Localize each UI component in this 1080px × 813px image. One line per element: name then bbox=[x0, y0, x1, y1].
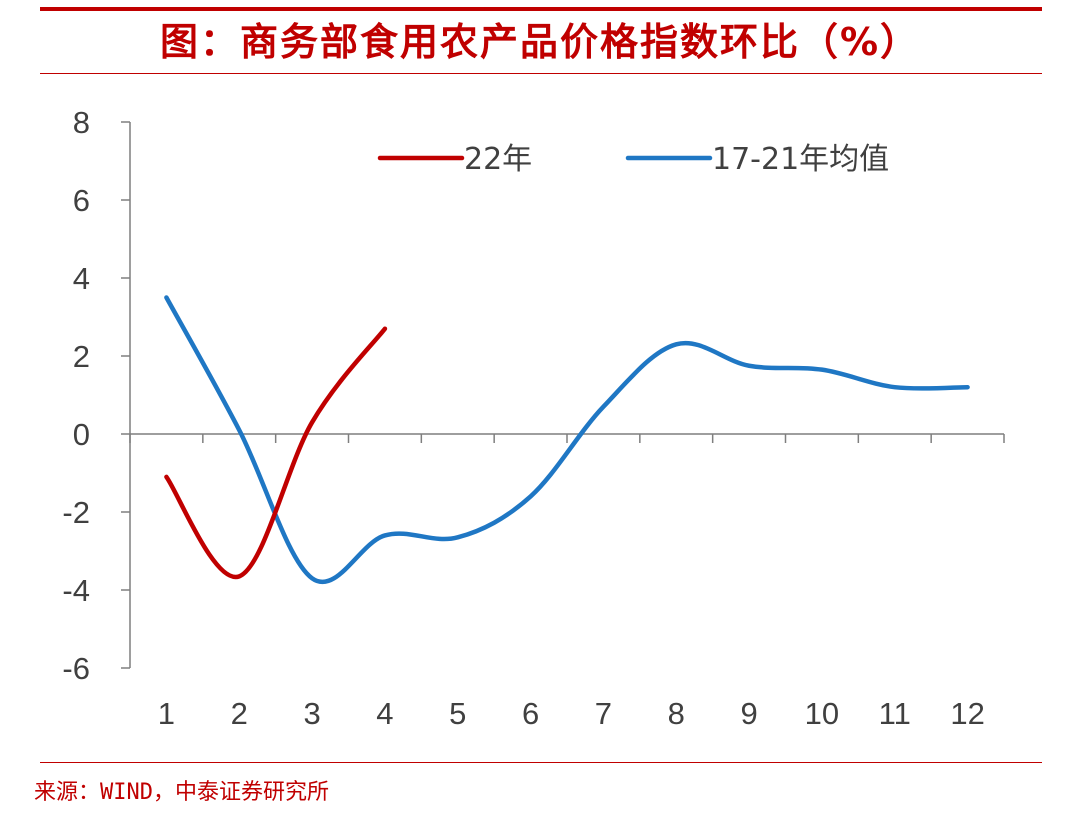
legend-label-0: 22年 bbox=[464, 142, 532, 177]
x-tick-label: 7 bbox=[595, 696, 612, 731]
y-tick-label: 8 bbox=[73, 105, 90, 140]
x-tick-label: 1 bbox=[158, 696, 175, 731]
y-tick-label: 6 bbox=[73, 183, 90, 218]
x-tick-label: 8 bbox=[668, 696, 685, 731]
y-tick-label: -2 bbox=[62, 495, 90, 530]
y-tick-label: 0 bbox=[73, 417, 90, 452]
source-rule bbox=[40, 762, 1042, 763]
y-tick-label: -4 bbox=[62, 573, 90, 608]
x-tick-label: 11 bbox=[879, 696, 911, 731]
series-line-0 bbox=[164, 326, 388, 580]
x-tick-label: 4 bbox=[376, 696, 393, 731]
x-tick-label: 2 bbox=[231, 696, 248, 731]
y-tick-label: -6 bbox=[62, 651, 90, 686]
x-tick-label: 12 bbox=[950, 696, 984, 731]
legend-label-1: 17-21年均值 bbox=[712, 142, 889, 177]
chart-title: 图：商务部食用农产品价格指数环比（%） bbox=[159, 20, 921, 64]
chart-legend: 22年 17-21年均值 bbox=[377, 142, 889, 177]
x-tick-label: 10 bbox=[805, 696, 839, 731]
y-tick-label: 2 bbox=[73, 339, 90, 374]
x-tick-label: 9 bbox=[740, 696, 757, 731]
y-tick-label: 4 bbox=[73, 261, 90, 296]
title-underline bbox=[40, 73, 1042, 74]
x-tick-label: 6 bbox=[522, 696, 539, 731]
chart-series bbox=[164, 295, 970, 584]
x-tick-label: 5 bbox=[449, 696, 466, 731]
top-accent-rule bbox=[40, 7, 1042, 11]
x-tick-label: 3 bbox=[303, 696, 320, 731]
source-note: 来源：WIND，中泰证券研究所 bbox=[34, 780, 329, 805]
